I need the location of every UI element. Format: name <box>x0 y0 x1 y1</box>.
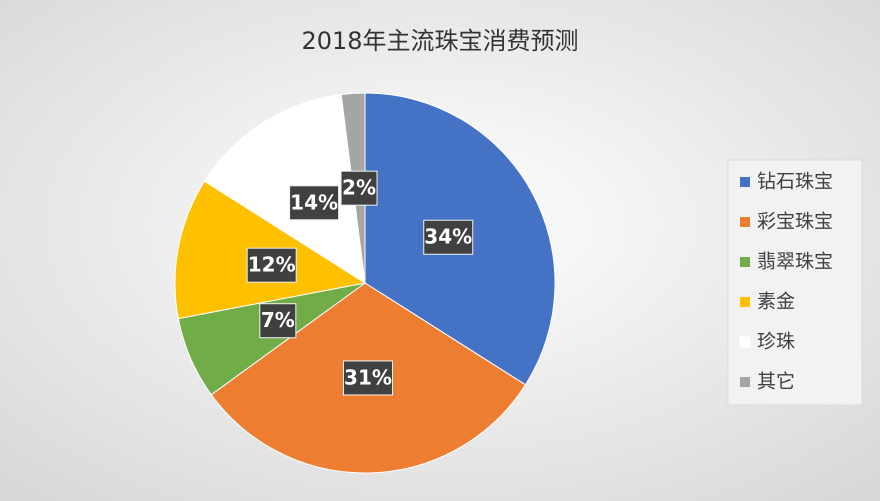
pie-slice <box>203 93 366 284</box>
legend-label: 翡翠珠宝 <box>757 251 833 273</box>
legend-swatch <box>740 377 750 387</box>
data-label: 31% <box>344 365 392 389</box>
legend-swatch <box>740 257 750 267</box>
data-label-box <box>259 303 297 339</box>
data-label: 12% <box>248 253 296 277</box>
legend-swatch <box>740 217 750 227</box>
data-label-box <box>340 170 378 206</box>
legend-swatch <box>739 336 751 348</box>
chart-title: 2018年主流珠宝消费预测 <box>301 27 578 55</box>
data-label: 7% <box>261 308 295 332</box>
legend-label: 珍珠 <box>757 331 795 353</box>
data-label-box <box>289 185 340 221</box>
legend-label: 其它 <box>757 371 795 393</box>
legend-label: 彩宝珠宝 <box>757 211 833 233</box>
legend-box <box>727 159 863 406</box>
data-label: 14% <box>290 190 338 214</box>
legend-label: 素金 <box>757 291 795 313</box>
data-label: 34% <box>424 225 472 249</box>
data-label-box <box>246 247 297 283</box>
data-label: 2% <box>342 176 376 200</box>
legend-swatch <box>740 177 750 187</box>
data-label-box <box>423 219 474 255</box>
legend-label: 钻石珠宝 <box>757 171 833 193</box>
legend-swatch <box>740 297 750 307</box>
data-label-box <box>342 360 393 396</box>
